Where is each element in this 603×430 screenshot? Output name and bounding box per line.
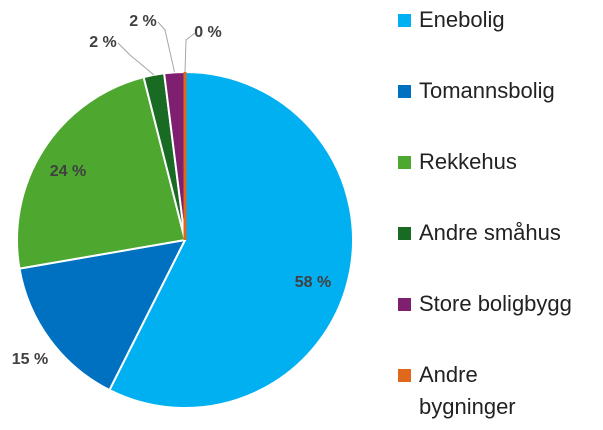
chart: 58 % 15 % 24 % 2 % 2 % 0 % [12, 13, 354, 409]
data-label: 24 % [50, 163, 86, 180]
legend-label: Andre bygninger [419, 362, 516, 419]
leader-line [184, 32, 196, 73]
legend-swatch [398, 14, 411, 27]
data-label: 0 % [194, 24, 222, 41]
leader-line [157, 21, 176, 73]
data-label: 2 % [129, 13, 157, 30]
data-label: 2 % [89, 34, 117, 51]
data-label: 58 % [295, 274, 331, 291]
legend-label: Enebolig [419, 7, 505, 32]
legend-item: Rekkehus [392, 146, 602, 217]
legend-swatch [398, 85, 411, 98]
legend-item: Tomannsbolig [392, 75, 602, 146]
data-label: 15 % [12, 351, 48, 368]
legend-label: Tomannsbolig [419, 78, 555, 103]
pie-slice [16, 75, 187, 270]
legend-item: Store boligbygg [392, 288, 602, 359]
legend-item: Enebolig [392, 4, 602, 75]
legend-item: Andre bygninger [392, 359, 602, 430]
legend-item: Andre småhus [392, 217, 602, 288]
legend-label: Rekkehus [419, 149, 517, 174]
leader-line [117, 42, 155, 76]
legend-swatch [398, 227, 411, 240]
legend-swatch [398, 298, 411, 311]
legend-label: Andre småhus [419, 220, 561, 245]
legend-swatch [398, 369, 411, 382]
legend-label: Store boligbygg [419, 291, 572, 316]
pie-slice [108, 70, 354, 409]
legend: Enebolig Tomannsbolig Rekkehus Andre småhus… [392, 4, 602, 430]
legend-swatch [398, 156, 411, 169]
pie-slice [18, 238, 187, 392]
